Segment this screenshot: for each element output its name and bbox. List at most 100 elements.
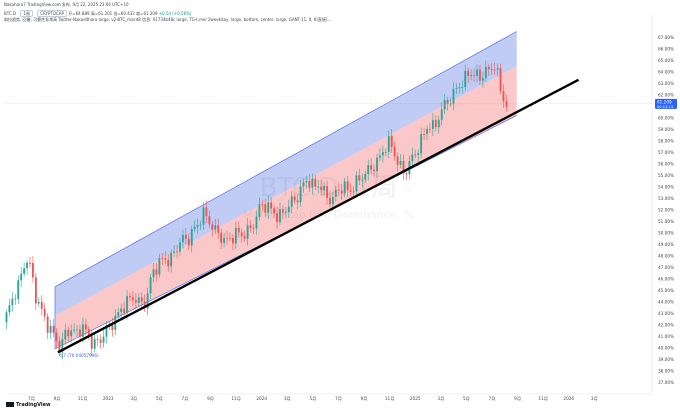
candle-body (193, 226, 196, 230)
price-badge-countdown: 50:13:13 (657, 105, 673, 109)
channel-bands (54, 31, 517, 350)
candle-body (346, 181, 349, 191)
candle-body (399, 160, 402, 165)
legend-exchange: CRYPTOCAP (37, 10, 67, 17)
candle-body (132, 297, 134, 300)
candle-body (355, 175, 358, 192)
candle (102, 329, 105, 348)
candle (223, 232, 226, 248)
candle (173, 245, 176, 257)
candle (211, 220, 214, 237)
candle-body (443, 99, 446, 110)
candle (29, 256, 31, 269)
trendline-layer[interactable] (57, 78, 580, 354)
candle-body (208, 216, 211, 225)
candle (237, 221, 240, 238)
legend-interval[interactable]: 1周 (20, 10, 33, 17)
candle (73, 323, 76, 334)
candle (137, 293, 140, 308)
time-tick-label: 3月 (591, 396, 598, 402)
candle-body (270, 202, 273, 209)
legend-symbol[interactable]: BTC.D (4, 11, 17, 16)
candle-body (17, 280, 20, 300)
candle (152, 263, 155, 283)
candle (426, 125, 428, 141)
candle (470, 69, 473, 81)
candle (202, 202, 205, 231)
candle (255, 210, 258, 235)
candle (284, 206, 287, 218)
time-axis[interactable]: 7月 9月 11月 2023 3月 5月 7月 9月 11月 2024 3月 5月 7月 9月 11月 202… (5, 393, 652, 402)
candle (458, 82, 461, 94)
candle (196, 218, 199, 234)
study-legend[interactable]: 斜拉趋势, 回撤, 可靠性非常高 Twitter-Nakad4hara larg… (4, 17, 332, 22)
candle (399, 154, 402, 169)
price-tick-label: 49.00% (658, 242, 674, 247)
candle-body (258, 204, 261, 217)
candle (226, 231, 228, 245)
candle-body (308, 181, 311, 188)
candle (229, 232, 231, 242)
candle-body (414, 154, 417, 156)
candle (32, 256, 34, 283)
candle (370, 158, 373, 175)
candle-body (67, 329, 70, 337)
candle (96, 334, 99, 346)
candle-body (123, 308, 126, 313)
candle-body (229, 237, 231, 239)
candle (411, 147, 414, 168)
candle (452, 82, 455, 111)
candle-body (479, 69, 481, 81)
candle (155, 262, 158, 282)
candle-body (340, 190, 343, 194)
candle-body (117, 312, 120, 316)
candle (349, 183, 352, 196)
candle (290, 191, 293, 214)
candle-body (487, 66, 490, 70)
candle (329, 190, 331, 208)
candle-body (490, 69, 493, 71)
candle (464, 64, 467, 91)
candle (384, 148, 387, 157)
candle (334, 185, 337, 202)
candle-body (364, 173, 367, 180)
candle (120, 303, 123, 319)
candle-body (70, 330, 73, 337)
legend-change: +0.54 (+0.56%) (158, 11, 192, 16)
legend-high: 高=61.201 (90, 11, 113, 16)
time-tick-label: 3月 (130, 396, 137, 402)
candle-body (37, 301, 40, 304)
candle-body (161, 258, 164, 259)
time-tick-label: 2025 (410, 396, 421, 401)
price-axis[interactable]: 37.00% 38.00% 39.00% 40.00% 41.00% 42.00% 43.0… (651, 15, 677, 394)
price-tick-label: 66.00% (658, 46, 674, 51)
candle (140, 292, 143, 309)
candle (164, 251, 167, 265)
candle-body (429, 128, 431, 130)
candle-body (267, 202, 270, 213)
candle (252, 224, 255, 235)
candle (208, 210, 211, 228)
candle (440, 102, 443, 126)
candle-body (473, 75, 475, 77)
candle-body (387, 135, 390, 152)
candle-body (137, 297, 140, 303)
candle (337, 183, 340, 197)
candle (293, 192, 296, 204)
candle-body (173, 251, 176, 253)
candle (476, 64, 478, 82)
candle (217, 218, 220, 239)
candle-body (343, 181, 346, 194)
candle (240, 228, 243, 243)
price-tick-label: 53.00% (658, 196, 674, 201)
candle (167, 254, 170, 273)
candle (246, 218, 249, 246)
candle-body (376, 157, 378, 172)
candle (17, 275, 20, 304)
candle (429, 123, 431, 133)
candle (393, 141, 396, 161)
candle-body (293, 196, 296, 201)
candle (46, 313, 49, 339)
